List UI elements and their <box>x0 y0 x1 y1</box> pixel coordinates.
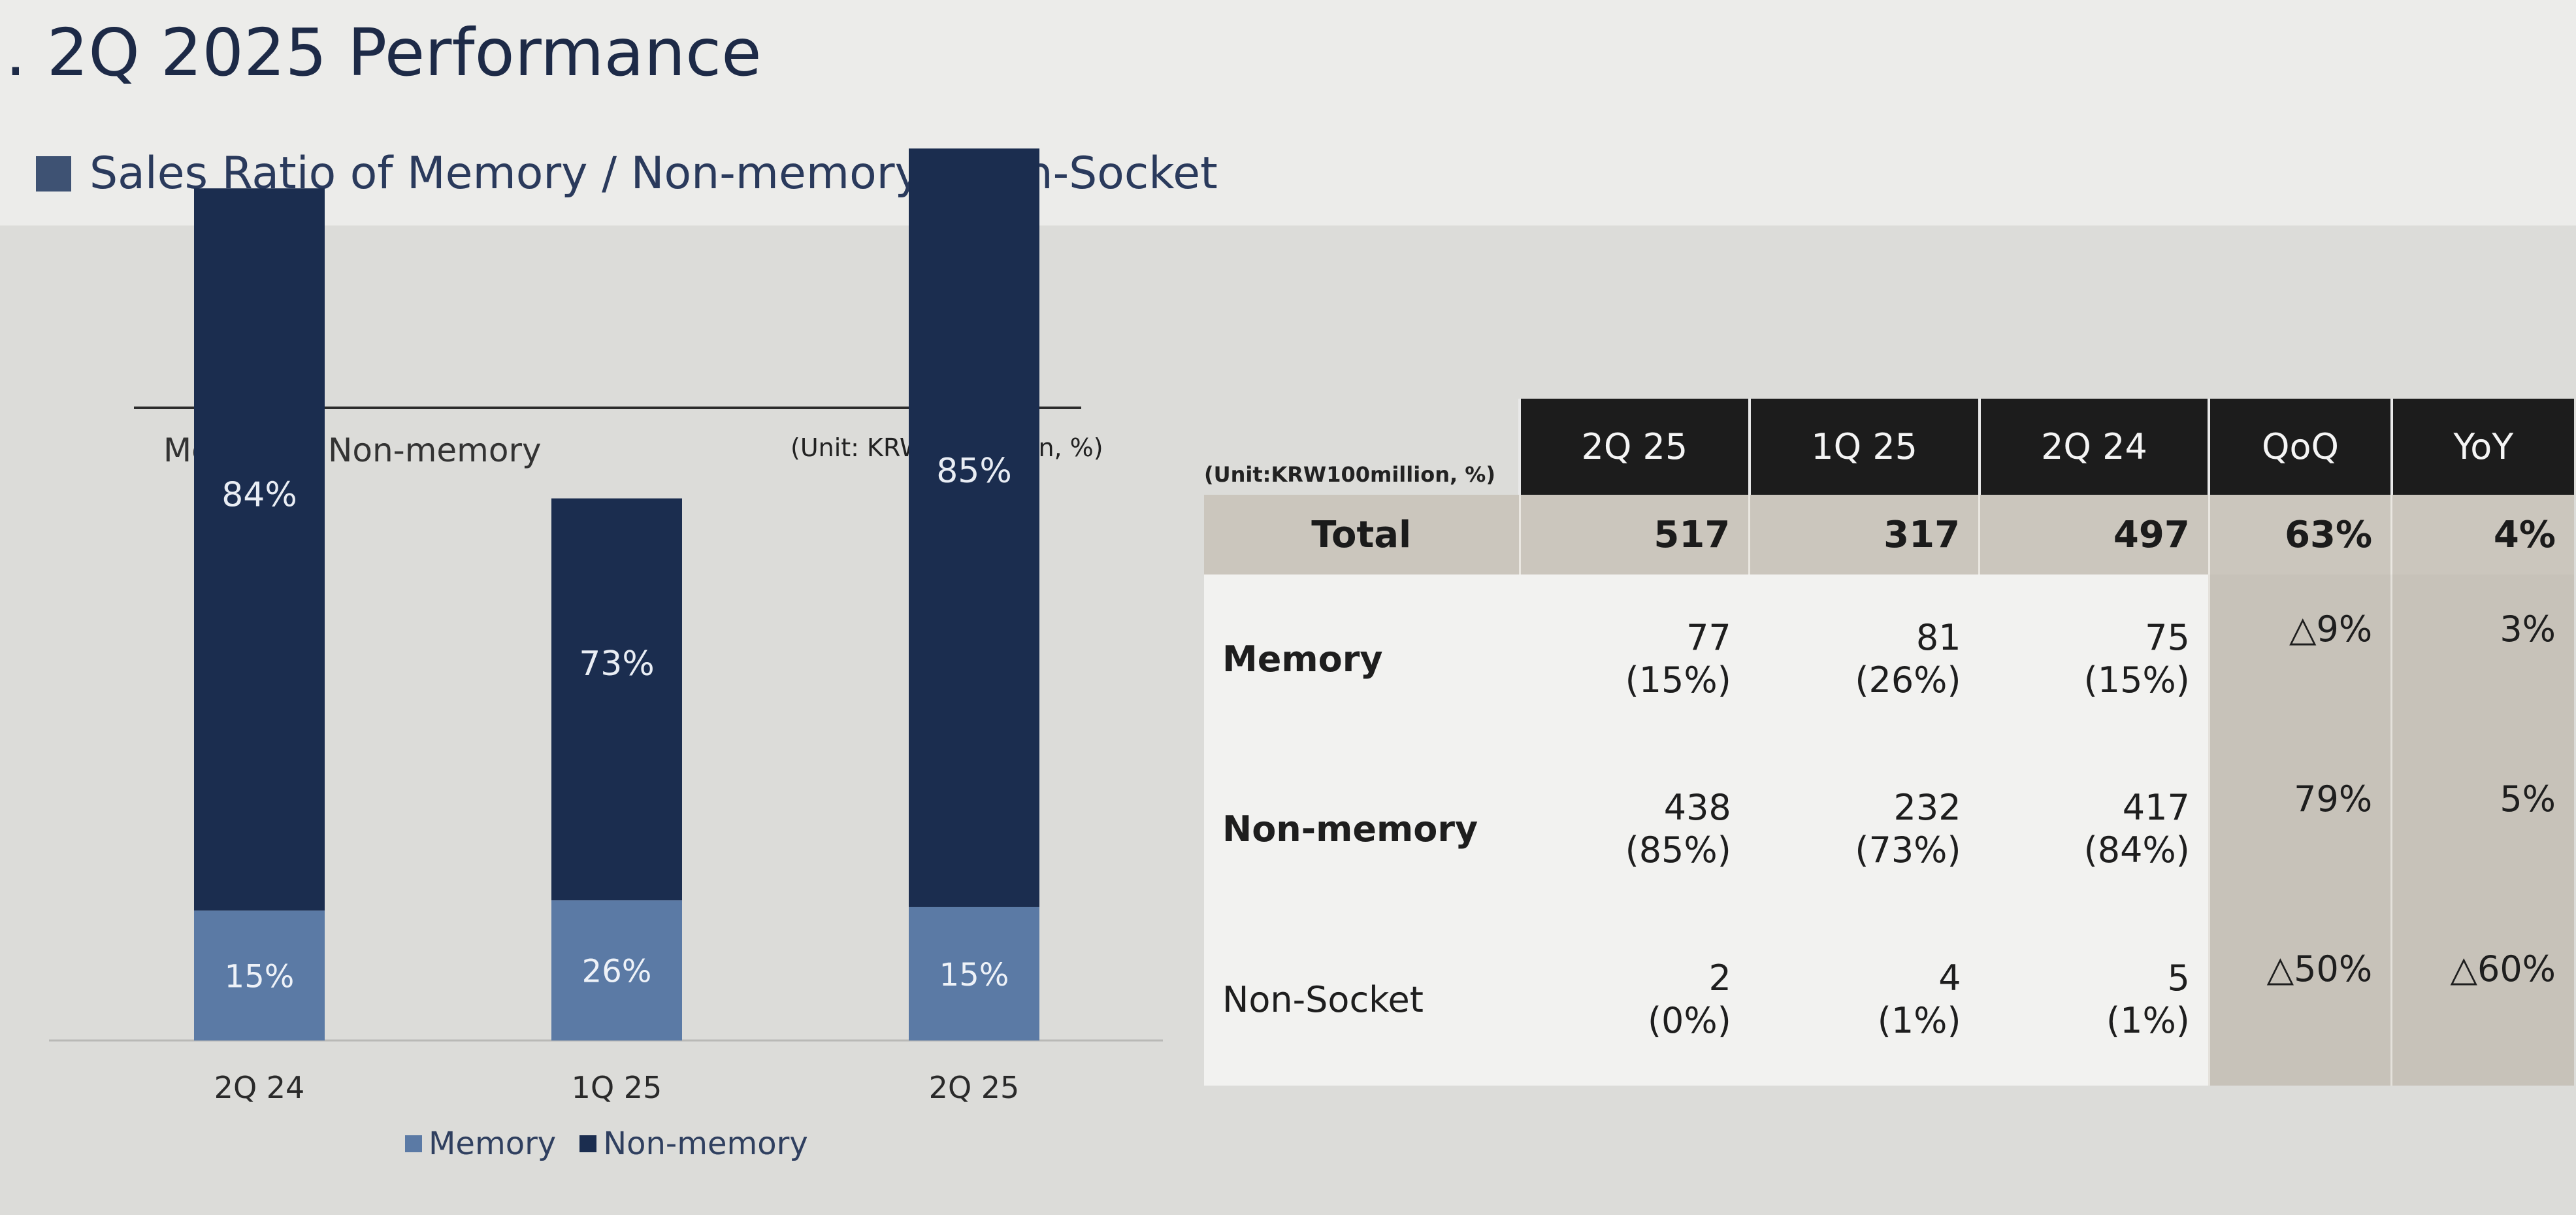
data-label-memory-1q25: 26% <box>582 954 652 990</box>
cell-non-memory-2q24: 417 (84%) <box>1979 744 2209 914</box>
ratio: (0%) <box>1647 1000 1731 1041</box>
cell-non-memory-1q25: 232 (73%) <box>1749 744 1980 914</box>
cell-memory-2q24: 75 (15%) <box>1979 574 2209 744</box>
ratio: (84%) <box>2083 829 2190 871</box>
data-label-non-memory-2q24: 84% <box>221 475 297 514</box>
value: 4 <box>1938 957 1961 999</box>
cell-non-socket-2q24: 5 (1%) <box>1979 914 2209 1086</box>
legend-swatch-non-memory <box>579 1135 597 1152</box>
data-label-non-memory-1q25: 73% <box>579 644 655 684</box>
row-label-total: Total <box>1204 495 1520 574</box>
ratio: (15%) <box>2083 659 2190 701</box>
total-2q24: 497 <box>1978 495 2209 574</box>
cell-memory-qoq: △9% <box>2208 574 2392 744</box>
category-label-1q25: 1Q 25 <box>572 1070 662 1105</box>
legend-item-non-memory: Non-memory <box>579 1125 808 1162</box>
legend-label-non-memory: Non-memory <box>603 1125 808 1162</box>
legend-label-memory: Memory <box>429 1125 557 1162</box>
total-2q25: 517 <box>1518 495 1750 574</box>
performance-table: (Unit:KRW100million, %) 2Q 25 1Q 25 2Q 2… <box>1204 399 2574 1086</box>
cell-memory-2q25: 77 (15%) <box>1520 574 1750 744</box>
data-label-memory-2q24: 15% <box>225 959 295 995</box>
row-label-non-memory: Non-memory <box>1204 744 1520 914</box>
bar-non-memory-2q25 <box>909 148 1039 907</box>
ratio: (1%) <box>1877 1000 1961 1041</box>
value: 417 <box>2122 787 2190 829</box>
header-yoy: YoY <box>2390 399 2574 495</box>
bar-non-memory-1q25 <box>551 498 682 901</box>
header-2q25: 2Q 25 <box>1518 399 1750 495</box>
table-row-total: Total 517 317 497 63% 4% <box>1204 495 2574 574</box>
ratio: (85%) <box>1625 829 1731 871</box>
cell-non-socket-2q25: 2 (0%) <box>1520 914 1750 1086</box>
cell-non-socket-1q25: 4 (1%) <box>1749 914 1980 1086</box>
ratio: (15%) <box>1625 659 1731 701</box>
legend-item-memory: Memory <box>405 1125 556 1162</box>
square-bullet-icon <box>36 156 71 191</box>
ratio: (73%) <box>1855 829 1961 871</box>
header-2q24: 2Q 24 <box>1978 399 2209 495</box>
category-label-2q25: 2Q 25 <box>929 1070 1020 1105</box>
value: 2 <box>1708 957 1731 999</box>
bar-memory-2q24 <box>194 910 325 1040</box>
cell-non-socket-yoy: △60% <box>2390 914 2574 1086</box>
value: 5 <box>2167 957 2190 999</box>
table-row-non-memory: Non-memory 438 (85%) 232 (73%) 417 (84%) 79… <box>1204 744 2574 914</box>
value: 81 <box>1916 617 1961 659</box>
table-unit: (Unit:KRW100million, %) <box>1204 462 1495 487</box>
row-label-non-socket: Non-Socket <box>1204 914 1520 1086</box>
header-1q25: 1Q 25 <box>1748 399 1980 495</box>
bar-memory-1q25 <box>551 900 682 1040</box>
value: 75 <box>2145 617 2190 659</box>
cell-non-memory-qoq: 79% <box>2208 744 2392 914</box>
header-qoq: QoQ <box>2208 399 2392 495</box>
row-label-memory: Memory <box>1204 574 1520 744</box>
bar-non-memory-2q24 <box>194 188 325 911</box>
cell-non-memory-yoy: 5% <box>2390 744 2574 914</box>
table-header-row: (Unit:KRW100million, %) 2Q 25 1Q 25 2Q 2… <box>1204 399 2574 495</box>
page-title: . 2Q 2025 Performance <box>5 14 762 91</box>
bar-memory-2q25 <box>909 907 1039 1040</box>
cell-memory-1q25: 81 (26%) <box>1749 574 1980 744</box>
total-qoq: 63% <box>2208 495 2392 574</box>
cell-non-memory-2q25: 438 (85%) <box>1520 744 1750 914</box>
table-row-memory: Memory 77 (15%) 81 (26%) 75 (15%) △9% 3% <box>1204 574 2574 744</box>
data-label-non-memory-2q25: 85% <box>936 452 1012 491</box>
stacked-bar-chart: 15% 84% 2Q 24 26% 73% 1Q 25 15% 85% 2Q 25 <box>49 148 1163 1105</box>
total-yoy: 4% <box>2390 495 2574 574</box>
legend-swatch-memory <box>405 1135 422 1152</box>
value: 438 <box>1663 787 1731 829</box>
data-label-memory-2q25: 15% <box>939 957 1009 993</box>
total-1q25: 317 <box>1748 495 1980 574</box>
cell-memory-yoy: 3% <box>2390 574 2574 744</box>
cell-non-socket-qoq: △50% <box>2208 914 2392 1086</box>
category-label-2q24: 2Q 24 <box>214 1070 305 1105</box>
ratio: (1%) <box>2106 1000 2190 1041</box>
value: 77 <box>1686 617 1731 659</box>
value: 232 <box>1893 787 1961 829</box>
header-band <box>0 0 2576 225</box>
chart-legend: Memory Non-memory <box>405 1125 832 1162</box>
table-row-non-socket: Non-Socket 2 (0%) 4 (1%) 5 (1%) △50% △60% <box>1204 914 2574 1086</box>
ratio: (26%) <box>1855 659 1961 701</box>
chart-top-rule <box>134 407 1081 409</box>
